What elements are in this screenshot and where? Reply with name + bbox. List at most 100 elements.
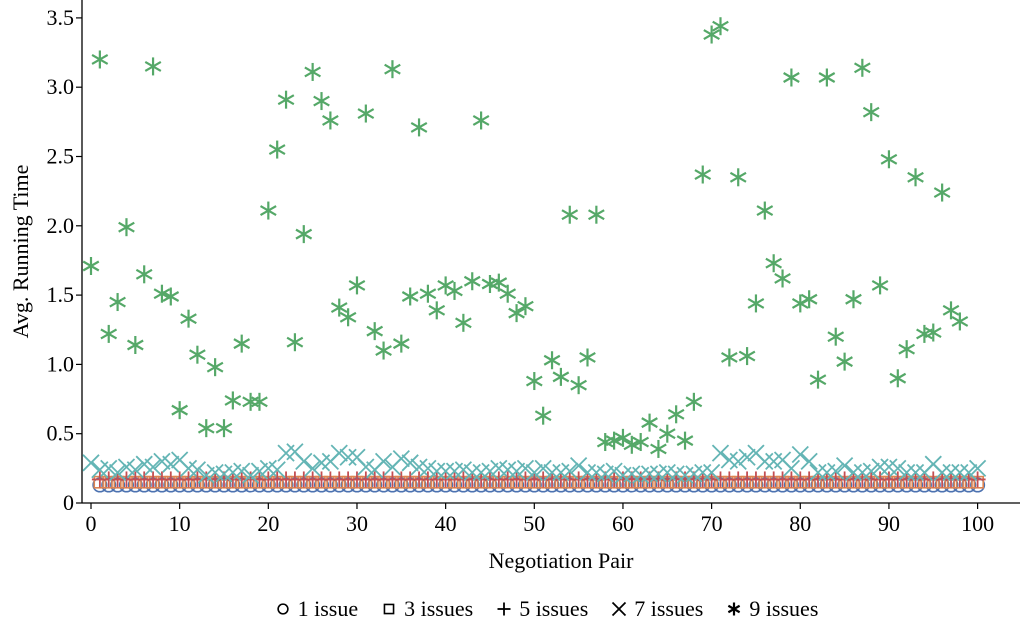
data-point <box>242 392 259 411</box>
data-point <box>108 463 127 482</box>
data-point <box>463 463 481 482</box>
data-point <box>375 341 392 360</box>
data-point <box>579 348 596 367</box>
y-tick-label: 3.5 <box>47 5 75 30</box>
x-tick-label: 30 <box>346 511 368 536</box>
data-point <box>933 463 951 482</box>
data-point <box>605 462 623 480</box>
data-point <box>969 471 986 488</box>
circle-marker-icon <box>276 603 289 615</box>
data-point <box>508 304 525 323</box>
data-point <box>782 459 801 477</box>
data-point <box>942 301 960 320</box>
data-point <box>880 150 898 169</box>
data-point <box>525 372 543 391</box>
chart-legend: 1 issue 3 issues 5 issues 7 issues 9 issues <box>0 594 1022 624</box>
data-point <box>171 401 189 420</box>
data-point <box>800 290 818 309</box>
data-marks <box>82 17 987 493</box>
data-point <box>534 459 552 477</box>
data-point <box>694 463 712 482</box>
data-point <box>570 376 587 395</box>
data-point <box>374 452 393 471</box>
data-point <box>836 352 853 371</box>
data-point <box>951 312 969 331</box>
data-point <box>215 419 233 438</box>
x-axis-label: Negotiation Pair <box>489 548 634 573</box>
x-tick-label: 60 <box>612 511 634 536</box>
data-point <box>144 458 162 476</box>
data-point <box>410 118 428 137</box>
data-point <box>809 370 827 389</box>
data-point <box>330 444 348 462</box>
data-point <box>100 324 118 343</box>
data-point <box>765 254 783 273</box>
data-point <box>401 287 419 306</box>
data-point <box>366 322 384 341</box>
data-point <box>206 358 224 377</box>
data-point <box>951 463 969 482</box>
data-point <box>898 340 916 359</box>
y-tick-label: 0 <box>63 490 74 515</box>
data-point <box>499 284 517 303</box>
data-point <box>729 452 747 471</box>
data-point <box>534 406 552 425</box>
data-point <box>259 201 277 220</box>
data-point <box>632 433 650 452</box>
data-point <box>667 405 685 424</box>
data-point <box>339 448 357 466</box>
data-point <box>233 334 251 353</box>
data-point <box>419 284 437 303</box>
data-point <box>241 466 260 484</box>
y-tick-label: 3.0 <box>47 74 75 99</box>
data-point <box>889 369 907 388</box>
data-point <box>401 454 419 472</box>
legend-item: 7 issues <box>610 596 703 622</box>
data-point <box>889 459 907 477</box>
data-point <box>561 462 579 480</box>
data-point <box>960 463 978 482</box>
data-point <box>82 454 100 472</box>
data-point <box>180 309 197 328</box>
data-point <box>251 392 268 411</box>
data-point <box>100 459 118 477</box>
data-point <box>791 445 809 464</box>
data-point <box>162 287 180 306</box>
y-axis-ticks: 0 0.5 1.0 1.5 2.0 2.5 3.0 3.5 <box>47 5 82 515</box>
data-point <box>729 168 747 187</box>
legend-label: 5 issues <box>519 596 589 621</box>
x-tick-label: 90 <box>878 511 900 536</box>
data-point <box>862 462 880 480</box>
data-point <box>650 439 667 458</box>
data-point <box>472 111 490 130</box>
data-point <box>384 60 401 79</box>
data-point <box>853 58 871 77</box>
data-point <box>676 431 694 450</box>
y-tick-label: 1.0 <box>47 351 75 376</box>
data-point <box>348 276 366 295</box>
data-point <box>392 450 410 468</box>
data-point <box>623 435 641 454</box>
data-point <box>392 334 410 353</box>
data-point <box>906 463 925 482</box>
data-point <box>126 335 144 354</box>
x-tick-label: 50 <box>523 511 545 536</box>
data-point <box>525 463 543 482</box>
data-point <box>118 218 135 237</box>
data-point <box>543 351 561 370</box>
data-point <box>517 297 534 316</box>
data-point <box>322 111 339 130</box>
data-point <box>233 462 251 480</box>
data-point <box>605 431 623 450</box>
data-point <box>738 347 756 366</box>
data-point <box>162 455 180 473</box>
data-point <box>827 462 845 480</box>
data-point <box>455 313 472 332</box>
y-tick-label: 2.0 <box>47 213 75 238</box>
data-point <box>295 225 313 244</box>
data-point <box>277 90 295 109</box>
plot-area: 0 10 20 30 40 50 60 70 80 90 100 0 0.5 1.0 1.5 2.0 2.5 3… <box>47 0 1020 536</box>
x-tick-label: 40 <box>435 511 457 536</box>
plus-marker-icon <box>497 602 511 616</box>
data-point <box>153 284 171 303</box>
